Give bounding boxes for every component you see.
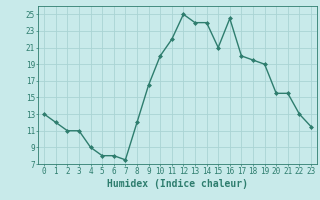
X-axis label: Humidex (Indice chaleur): Humidex (Indice chaleur)	[107, 179, 248, 189]
